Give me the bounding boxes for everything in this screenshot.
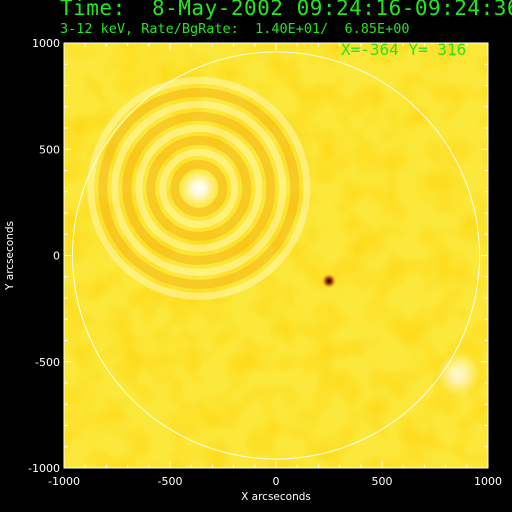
source-ring-light	[87, 76, 311, 300]
x-tick-label: -1000	[48, 475, 80, 488]
y-tick-label: 500	[39, 143, 60, 156]
cursor-y-value: 316	[437, 40, 467, 59]
faint-source	[436, 352, 481, 397]
source-ring	[170, 159, 228, 217]
rate-label: 3-12 keV, Rate/BgRate: 1.40E+01/ 6.85E+0…	[60, 21, 410, 37]
heatmap-area	[64, 43, 488, 468]
source-ring	[146, 135, 252, 241]
y-axis-label: Y arcseconds	[4, 221, 16, 291]
y-tick-label: -500	[35, 356, 60, 369]
source-ring-light	[159, 148, 239, 228]
source-ring-light	[111, 100, 287, 276]
cursor-readout: X=-364 Y= 316	[341, 40, 466, 59]
x-axis-label: X arcseconds	[241, 491, 311, 503]
cursor-x-label: X=	[341, 40, 361, 59]
bright-source	[178, 168, 219, 209]
axes: -1000 -500 0 500 1000 -1000 -500 0 500 1000 X arcs…	[4, 37, 502, 503]
source-ring	[98, 87, 300, 289]
x-tick-label: 0	[273, 475, 280, 488]
x-tick-label: 500	[372, 475, 393, 488]
dark-spot	[322, 274, 336, 288]
time-range-label: Time: 8-May-2002 09:24:16-09:24:36	[60, 0, 512, 20]
source-ring	[122, 111, 276, 265]
y-tick-label: 1000	[32, 37, 60, 50]
x-tick-label: 1000	[474, 475, 502, 488]
cursor-y-label: Y=	[408, 40, 428, 59]
cursor-x-value: -364	[360, 40, 399, 59]
y-tick-label: -1000	[28, 462, 60, 475]
source-ring-light	[135, 124, 263, 252]
x-tick-label: -500	[158, 475, 183, 488]
solar-limb-circle	[72, 51, 480, 460]
y-tick-label: 0	[53, 250, 60, 263]
